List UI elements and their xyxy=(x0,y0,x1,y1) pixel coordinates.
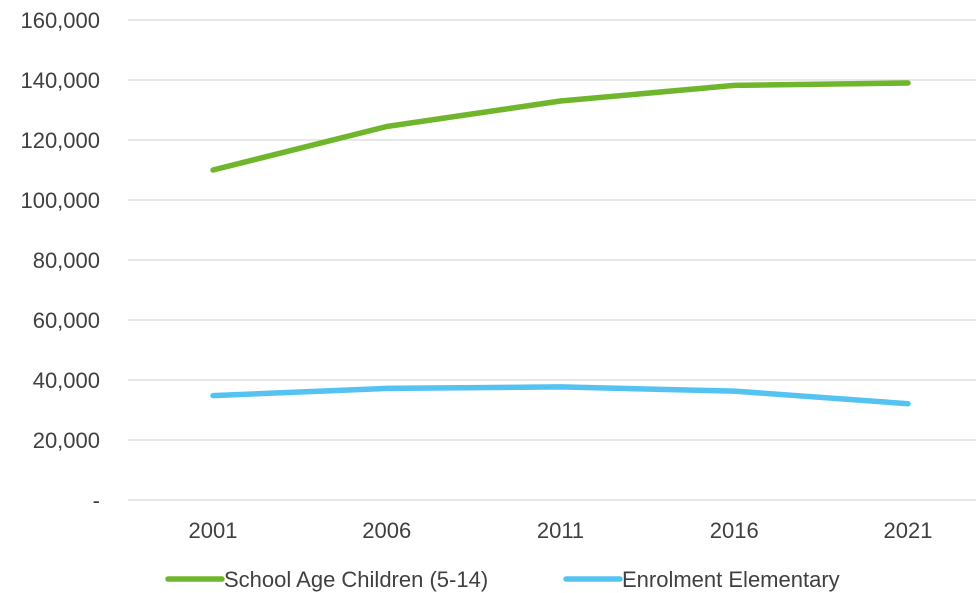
series-line-0 xyxy=(210,80,911,173)
legend-item: School Age Children (5-14) xyxy=(165,567,488,592)
x-tick-label: 2021 xyxy=(884,518,933,543)
legend: School Age Children (5-14) Enrolment Elem… xyxy=(165,567,840,592)
legend-label: School Age Children (5-14) xyxy=(224,567,488,592)
series-lines xyxy=(210,80,911,407)
x-axis-tick-labels: 2001 2006 2011 2016 2021 xyxy=(189,518,933,543)
x-tick-label: 2006 xyxy=(362,518,411,543)
y-tick-label: 140,000 xyxy=(20,68,100,93)
x-tick-label: 2001 xyxy=(189,518,238,543)
y-tick-label: 160,000 xyxy=(20,8,100,33)
series-line-1 xyxy=(210,384,911,407)
y-axis-tick-labels: - 20,000 40,000 60,000 80,000 100,000 120,000 1… xyxy=(20,8,100,513)
y-tick-label: 120,000 xyxy=(20,128,100,153)
y-tick-label: 40,000 xyxy=(33,368,100,393)
y-tick-label: 60,000 xyxy=(33,308,100,333)
x-tick-label: 2011 xyxy=(537,518,584,543)
y-tick-label: 80,000 xyxy=(33,248,100,273)
y-tick-label: - xyxy=(93,488,100,513)
y-tick-label: 100,000 xyxy=(20,188,100,213)
x-tick-label: 2016 xyxy=(710,518,759,543)
legend-label: Enrolment Elementary xyxy=(622,567,840,592)
legend-item: Enrolment Elementary xyxy=(563,567,840,592)
y-tick-label: 20,000 xyxy=(33,428,100,453)
gridlines xyxy=(128,19,976,501)
